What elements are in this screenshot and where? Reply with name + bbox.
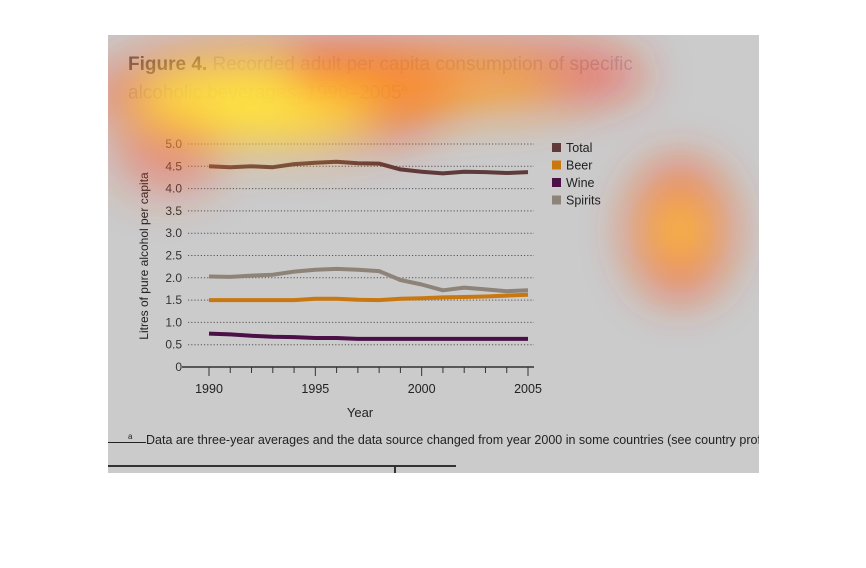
y-tick-label: 2.5 xyxy=(165,249,182,263)
axes: 0 0.5 1.0 1.5 2.0 2.5 3.0 3.5 4.0 4.5 5.0 1990 1995 2… xyxy=(165,137,542,396)
legend-swatch-spirits xyxy=(552,195,561,205)
series-line-beer xyxy=(209,292,529,303)
y-tick-label: 0.5 xyxy=(165,338,182,352)
y-tick-label: 4.0 xyxy=(165,182,182,196)
y-tick-label: 5.0 xyxy=(165,137,182,151)
y-tick-label: 4.5 xyxy=(165,159,182,173)
footnote-text: Data are three-year averages and the dat… xyxy=(146,433,759,447)
series-lines xyxy=(208,159,529,341)
legend-swatch-beer xyxy=(552,160,561,170)
x-tick-label: 2000 xyxy=(408,382,436,396)
figure-panel: Figure 4. Recorded adult per capita cons… xyxy=(108,35,759,473)
x-axis-label: Year xyxy=(347,405,374,420)
legend-swatch-wine xyxy=(552,178,561,187)
y-tick-label: 1.5 xyxy=(165,293,182,307)
x-tick-label: 1990 xyxy=(195,382,223,396)
line-chart: 0 0.5 1.0 1.5 2.0 2.5 3.0 3.5 4.0 4.5 5.0 1990 1995 2… xyxy=(137,137,601,420)
legend-swatch-total xyxy=(552,143,561,152)
legend-label-wine: Wine xyxy=(566,176,595,190)
y-tick-label: 1.0 xyxy=(165,315,182,329)
footer-rule xyxy=(108,465,456,467)
series-line-spirits xyxy=(208,266,529,294)
y-tick-label: 3.0 xyxy=(165,226,182,240)
legend-label-beer: Beer xyxy=(566,159,592,173)
y-tick-label: 0 xyxy=(175,360,182,374)
series-line-total xyxy=(208,159,529,176)
legend-label-total: Total xyxy=(566,141,592,155)
legend: Total Beer Wine Spirits xyxy=(552,141,601,208)
gridlines xyxy=(188,143,534,346)
footnote: a Data are three-year averages and the da… xyxy=(108,432,759,447)
x-tick-label: 2005 xyxy=(514,382,542,396)
series-line-wine xyxy=(208,331,528,341)
footnote-marker-line: a xyxy=(108,432,146,447)
y-axis-label: Litres of pure alcohol per capita xyxy=(137,172,151,340)
y-tick-label: 2.0 xyxy=(165,271,182,285)
y-tick-label: 3.5 xyxy=(165,204,182,218)
x-tick-label: 1995 xyxy=(301,382,329,396)
legend-label-spirits: Spirits xyxy=(566,194,601,208)
footer-rule-tick xyxy=(394,465,396,473)
